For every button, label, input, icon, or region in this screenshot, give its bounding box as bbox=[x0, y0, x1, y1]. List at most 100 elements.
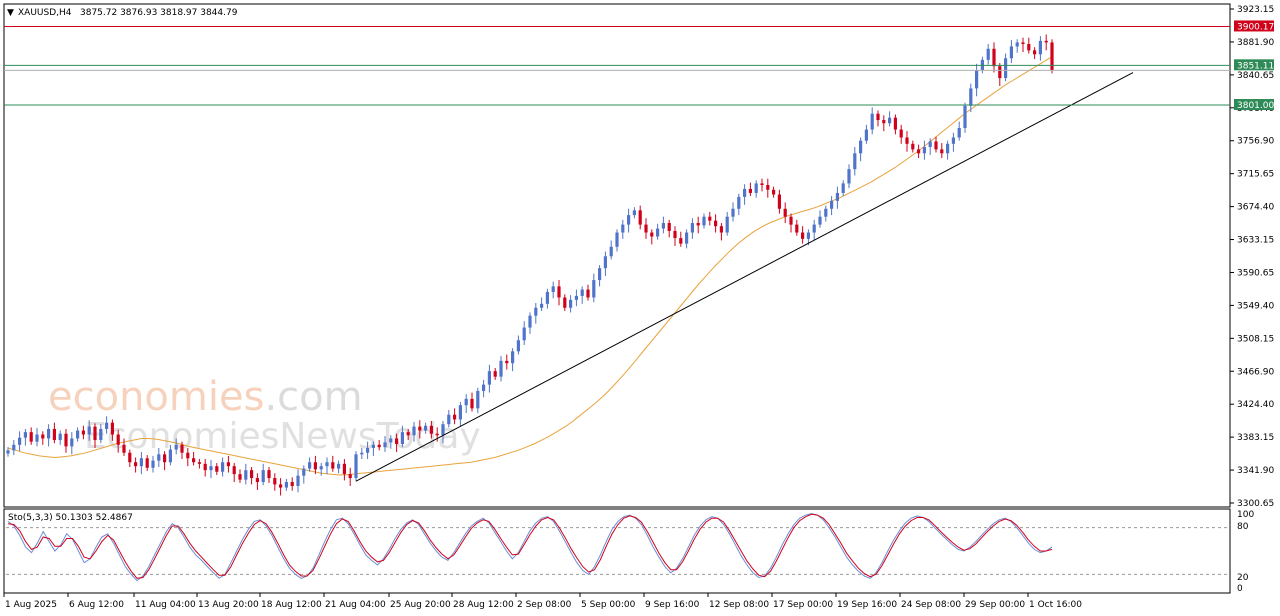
candle bbox=[812, 219, 816, 241]
candle bbox=[447, 409, 451, 428]
candle bbox=[824, 205, 828, 222]
candle bbox=[841, 180, 845, 197]
candle bbox=[1004, 53, 1008, 82]
candle bbox=[134, 457, 138, 473]
candle bbox=[232, 463, 236, 483]
candle bbox=[714, 214, 718, 233]
candle bbox=[139, 451, 143, 475]
candle bbox=[789, 213, 793, 233]
candle bbox=[279, 478, 283, 496]
candle bbox=[261, 463, 265, 486]
candle bbox=[667, 219, 671, 238]
candle bbox=[12, 440, 16, 456]
candle bbox=[737, 193, 741, 216]
y-tick-label: 3840.65 bbox=[1237, 71, 1274, 81]
candle bbox=[551, 281, 555, 299]
candle bbox=[505, 354, 509, 370]
candle bbox=[180, 441, 184, 460]
candle bbox=[650, 229, 654, 245]
candle bbox=[47, 424, 51, 447]
candle bbox=[708, 211, 712, 226]
candle bbox=[766, 178, 770, 198]
trend-line[interactable] bbox=[355, 72, 1134, 482]
candle bbox=[41, 431, 45, 445]
y-tick-label: 3881.90 bbox=[1237, 38, 1274, 48]
candle bbox=[632, 207, 636, 219]
candle bbox=[348, 467, 352, 486]
candle bbox=[534, 303, 538, 324]
candle bbox=[87, 420, 91, 441]
y-tick-label: 3466.90 bbox=[1237, 367, 1274, 377]
candle bbox=[644, 218, 648, 239]
chart-ohlc: 3875.72 3876.93 3818.97 3844.79 bbox=[80, 8, 238, 18]
candle bbox=[864, 124, 868, 144]
candle bbox=[748, 182, 752, 197]
candle bbox=[859, 137, 863, 162]
candle bbox=[453, 408, 457, 425]
candle bbox=[777, 189, 781, 214]
watermark-sub: EconomiesNewsToday bbox=[84, 416, 481, 457]
x-tick-label: 6 Aug 12:00 bbox=[69, 600, 124, 610]
candle bbox=[424, 422, 428, 434]
dropdown-arrow-icon[interactable]: ▼ bbox=[7, 8, 14, 18]
candle bbox=[627, 208, 631, 233]
candle bbox=[284, 478, 288, 491]
candle bbox=[685, 229, 689, 249]
candle bbox=[696, 216, 700, 234]
candle bbox=[221, 457, 225, 477]
trendline bbox=[355, 72, 1134, 482]
candle bbox=[621, 219, 625, 239]
candle bbox=[673, 226, 677, 246]
candle bbox=[325, 457, 329, 475]
y-tick-label: 3923.15 bbox=[1237, 5, 1274, 15]
candle bbox=[574, 289, 578, 307]
candle bbox=[522, 321, 526, 346]
candle bbox=[772, 186, 776, 198]
candle bbox=[255, 473, 259, 490]
candle bbox=[441, 421, 445, 444]
y-tick-label: 3341.90 bbox=[1237, 466, 1274, 476]
candle bbox=[511, 348, 515, 372]
stoch-tick-label: 100 bbox=[1237, 510, 1254, 520]
candle bbox=[992, 42, 996, 73]
candle bbox=[899, 124, 903, 144]
candle bbox=[743, 184, 747, 205]
candle bbox=[963, 102, 967, 133]
candle bbox=[1044, 34, 1048, 51]
candle bbox=[366, 441, 370, 460]
candle bbox=[99, 424, 103, 444]
candle bbox=[1009, 40, 1013, 64]
candle bbox=[81, 425, 85, 440]
candle bbox=[383, 436, 387, 452]
candle bbox=[389, 435, 393, 449]
candle bbox=[888, 111, 892, 127]
candle bbox=[482, 379, 486, 398]
candle bbox=[603, 251, 607, 277]
resistance-tag: 3900.17 bbox=[1234, 20, 1274, 32]
x-tick-label: 5 Sep 00:00 bbox=[581, 600, 636, 610]
x-tick-label: 18 Aug 12:00 bbox=[261, 600, 322, 610]
candle bbox=[418, 420, 422, 439]
y-tick-label: 3590.65 bbox=[1237, 268, 1274, 278]
candle bbox=[569, 295, 573, 313]
x-tick-label: 2 Sep 08:00 bbox=[517, 600, 572, 610]
candle bbox=[360, 447, 364, 460]
candle bbox=[661, 216, 665, 234]
candle bbox=[163, 451, 167, 471]
candle bbox=[464, 394, 468, 414]
candle bbox=[853, 146, 857, 176]
candle bbox=[615, 229, 619, 252]
x-tick-label: 19 Sep 16:00 bbox=[837, 600, 897, 610]
candle bbox=[145, 455, 149, 471]
candle bbox=[598, 265, 602, 287]
candle bbox=[215, 463, 219, 475]
candle bbox=[93, 423, 97, 448]
candle bbox=[435, 427, 439, 442]
candle bbox=[406, 428, 410, 441]
candle bbox=[203, 459, 207, 477]
candle bbox=[64, 428, 68, 453]
candle bbox=[818, 210, 822, 228]
x-tick-label: 1 Aug 2025 bbox=[5, 600, 57, 610]
candle bbox=[870, 107, 874, 135]
candle bbox=[882, 115, 886, 132]
